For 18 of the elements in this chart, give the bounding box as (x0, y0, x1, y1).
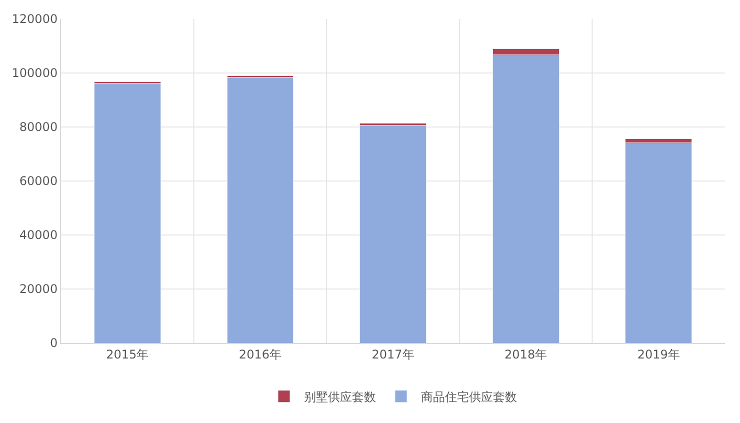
bar (360, 125, 426, 343)
x-tick-label: 2017年 (372, 347, 414, 362)
x-tick-label: 2015年 (106, 347, 149, 362)
y-tick-label: 0 (50, 336, 58, 350)
legend-label: 别墅供应套数 (304, 390, 376, 404)
x-tick-label: 2016年 (238, 347, 282, 362)
y-tick-label: 80000 (19, 120, 58, 134)
bar (226, 76, 294, 343)
y-tick-label: 100000 (12, 66, 58, 80)
legend-label: 商品住宅供应套数 (421, 390, 517, 404)
bar (94, 83, 161, 343)
y-tick-label: 40000 (19, 228, 58, 242)
y-tick-label: 60000 (19, 174, 58, 188)
x-tick-label: 2018年 (504, 347, 548, 362)
y-tick-label: 120000 (12, 12, 58, 26)
bar (625, 142, 692, 343)
x-tick-label: 2019年 (637, 347, 680, 362)
y-tick-label: 20000 (19, 282, 58, 296)
